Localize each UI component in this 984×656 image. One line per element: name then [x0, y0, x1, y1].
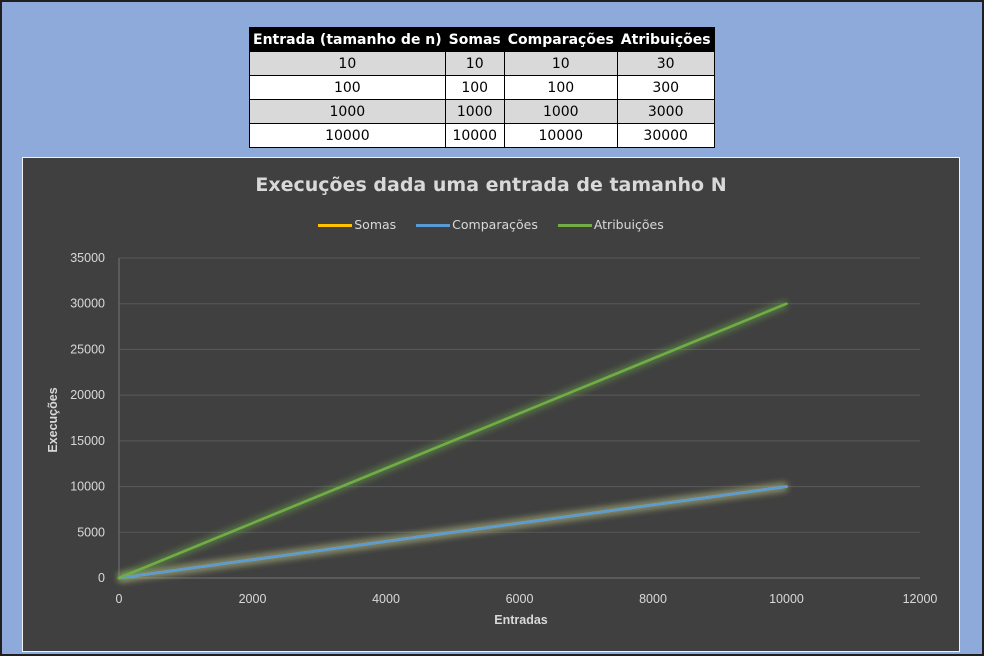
y-tick-label: 15000	[70, 434, 105, 448]
y-tick-label: 35000	[70, 251, 105, 265]
header-comparacoes[interactable]: Comparações	[503, 27, 618, 52]
table-cell[interactable]: 1000	[503, 99, 618, 124]
table-cell[interactable]: 10000	[444, 123, 505, 148]
legend-swatch-atribuicoes	[557, 224, 592, 227]
y-tick-label: 5000	[77, 525, 105, 539]
table-cell[interactable]: 1000	[444, 99, 505, 124]
legend-swatch-somas	[318, 224, 353, 227]
legend-swatch-comparacoes	[416, 224, 451, 227]
table-cell[interactable]: 10	[249, 51, 446, 76]
legend-item-comparacoes[interactable]: Comparações	[416, 217, 538, 232]
plot-area: 0 5000 10000 15000 20000 25000 30000 35000 0 2000…	[70, 251, 938, 606]
x-axis-title[interactable]: Entradas	[494, 613, 548, 627]
y-axis-title[interactable]: Execuções	[46, 387, 60, 453]
y-tick-label: 30000	[70, 297, 105, 311]
x-tick-label: 8000	[639, 592, 667, 606]
table-cell[interactable]: 30000	[616, 123, 715, 148]
table-row: 1000 1000 1000 3000	[249, 99, 715, 124]
table-cell[interactable]: 300	[616, 75, 715, 100]
x-tick-label: 12000	[903, 592, 938, 606]
y-tick-label: 20000	[70, 388, 105, 402]
legend-label-somas: Somas	[354, 217, 397, 232]
chart-title[interactable]: Execuções dada uma entrada de tamanho N	[255, 174, 727, 196]
table-header-row: Entrada (tamanho de n) Somas Comparações…	[249, 27, 715, 52]
y-tick-label: 10000	[70, 480, 105, 494]
legend-item-atribuicoes[interactable]: Atribuições	[557, 217, 664, 232]
header-entrada[interactable]: Entrada (tamanho de n)	[249, 27, 446, 52]
table-cell[interactable]: 10	[444, 51, 505, 76]
header-atribuicoes[interactable]: Atribuições	[616, 27, 715, 52]
table-row: 10000 10000 10000 30000	[249, 123, 715, 148]
x-tick-label: 10000	[769, 592, 804, 606]
table-cell[interactable]: 3000	[616, 99, 715, 124]
table-cell[interactable]: 1000	[249, 99, 446, 124]
table-row: 100 100 100 300	[249, 75, 715, 100]
table-cell[interactable]: 10000	[503, 123, 618, 148]
y-tick-label: 0	[98, 571, 105, 585]
legend-label-atribuicoes: Atribuições	[593, 217, 664, 232]
table-cell[interactable]: 30	[616, 51, 715, 76]
y-tick-label: 25000	[70, 342, 105, 356]
table-cell[interactable]: 10000	[249, 123, 446, 148]
header-somas[interactable]: Somas	[444, 27, 505, 52]
table-cell[interactable]: 10	[503, 51, 618, 76]
chart-legend[interactable]: Somas Comparações Atribuições	[23, 217, 959, 232]
x-tick-label: 6000	[506, 592, 534, 606]
table-cell[interactable]: 100	[249, 75, 446, 100]
data-table: Entrada (tamanho de n) Somas Comparações…	[249, 27, 715, 148]
table-cell[interactable]: 100	[444, 75, 505, 100]
legend-item-somas[interactable]: Somas	[318, 217, 396, 232]
x-tick-label: 0	[116, 592, 123, 606]
x-tick-label: 4000	[372, 592, 400, 606]
x-tick-label: 2000	[239, 592, 267, 606]
chart-area[interactable]: Execuções dada uma entrada de tamanho N …	[22, 157, 960, 652]
legend-label-comparacoes: Comparações	[452, 217, 538, 232]
table-row: 10 10 10 30	[249, 51, 715, 76]
table-cell[interactable]: 100	[503, 75, 618, 100]
